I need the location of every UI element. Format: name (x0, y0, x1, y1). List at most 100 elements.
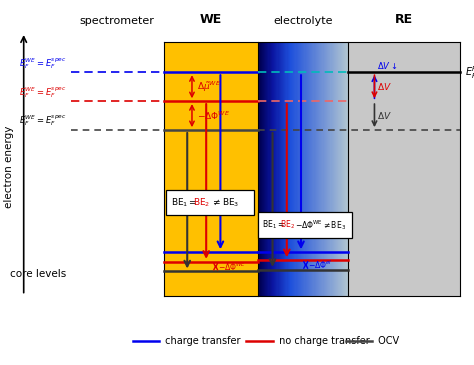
Bar (272, 42, 273, 296)
Bar (302, 42, 304, 296)
Bar (280, 42, 282, 296)
Text: electron energy: electron energy (4, 126, 15, 208)
Bar (292, 42, 294, 296)
Bar (298, 42, 300, 296)
Bar (348, 42, 460, 296)
Bar (326, 42, 328, 296)
FancyBboxPatch shape (258, 212, 352, 238)
Bar (318, 42, 319, 296)
Bar (325, 42, 326, 296)
Text: $\mathrm{BE_2}$: $\mathrm{BE_2}$ (280, 219, 295, 231)
Text: $\mathrm{BE_1=}$: $\mathrm{BE_1=}$ (262, 219, 285, 231)
Bar (330, 42, 332, 296)
Text: $\mathrm{\neq BE_3}$: $\mathrm{\neq BE_3}$ (211, 196, 239, 209)
Text: $\mathrm{BE_2}$: $\mathrm{BE_2}$ (193, 196, 211, 209)
Bar (301, 42, 303, 296)
Bar (327, 42, 328, 296)
FancyBboxPatch shape (166, 189, 254, 215)
Bar (263, 42, 264, 296)
Bar (284, 42, 286, 296)
Text: $E_F^{WE}=E_F^{spec}$: $E_F^{WE}=E_F^{spec}$ (19, 56, 66, 71)
Bar (258, 42, 260, 296)
Bar (339, 42, 341, 296)
Bar (275, 42, 277, 296)
Text: electrolyte: electrolyte (273, 16, 333, 26)
Text: charge transfer: charge transfer (162, 336, 241, 346)
Bar (321, 42, 323, 296)
Bar (347, 42, 349, 296)
Bar (261, 42, 262, 296)
Bar (336, 42, 337, 296)
Bar (317, 42, 319, 296)
Bar (334, 42, 336, 296)
Bar (273, 42, 274, 296)
Bar (283, 42, 285, 296)
Bar (338, 42, 340, 296)
Bar (294, 42, 296, 296)
Bar (286, 42, 288, 296)
Text: $\Delta V$: $\Delta V$ (377, 110, 392, 121)
Bar (310, 42, 312, 296)
Bar (297, 42, 298, 296)
Text: $\mathrm{BE_1=}$: $\mathrm{BE_1=}$ (171, 196, 197, 209)
Bar (304, 42, 306, 296)
Bar (311, 42, 313, 296)
Bar (270, 42, 271, 296)
Bar (282, 42, 283, 296)
Bar (308, 42, 310, 296)
Bar (274, 42, 276, 296)
Bar (307, 42, 308, 296)
Bar (316, 42, 318, 296)
Text: no charge transfer: no charge transfer (276, 336, 370, 346)
Bar (333, 42, 334, 296)
Text: spectrometer: spectrometer (80, 16, 155, 26)
Bar (279, 42, 280, 296)
Bar (340, 42, 342, 296)
Text: $-\Delta\Phi^{WE}$: $-\Delta\Phi^{WE}$ (197, 110, 230, 122)
Bar (313, 42, 315, 296)
Bar (303, 42, 305, 296)
Bar (331, 42, 333, 296)
Text: $\Delta\tilde{\mu}^{WE}$: $\Delta\tilde{\mu}^{WE}$ (197, 80, 221, 94)
Bar (164, 42, 258, 296)
Bar (281, 42, 283, 296)
Text: $\mathrm{-\Delta\Phi^{WE}\neq BE_3}$: $\mathrm{-\Delta\Phi^{WE}\neq BE_3}$ (295, 218, 346, 232)
Bar (266, 42, 268, 296)
Bar (343, 42, 344, 296)
Text: WE: WE (200, 13, 222, 26)
Text: $\Delta V\downarrow$: $\Delta V\downarrow$ (377, 59, 397, 71)
Bar (271, 42, 272, 296)
Bar (320, 42, 322, 296)
Bar (300, 42, 301, 296)
Bar (312, 42, 314, 296)
Bar (346, 42, 348, 296)
Bar (289, 42, 290, 296)
Bar (335, 42, 337, 296)
Bar (345, 42, 346, 296)
Bar (295, 42, 297, 296)
Text: RE: RE (395, 13, 413, 26)
Text: $E_F^{RE}$: $E_F^{RE}$ (465, 64, 474, 81)
Text: $-\Delta\Phi^{WE}$: $-\Delta\Phi^{WE}$ (218, 260, 246, 273)
Bar (306, 42, 307, 296)
Bar (277, 42, 279, 296)
Text: $\Delta V$: $\Delta V$ (377, 81, 392, 92)
Bar (344, 42, 346, 296)
Bar (329, 42, 331, 296)
Bar (265, 42, 267, 296)
Bar (315, 42, 316, 296)
Bar (328, 42, 330, 296)
Bar (267, 42, 269, 296)
Bar (268, 42, 270, 296)
Bar (262, 42, 264, 296)
Bar (322, 42, 324, 296)
Bar (285, 42, 287, 296)
Bar (291, 42, 292, 296)
Bar (324, 42, 325, 296)
Bar (288, 42, 289, 296)
Bar (259, 42, 261, 296)
Text: OCV: OCV (375, 336, 400, 346)
Bar (276, 42, 278, 296)
Text: $E_F^{WE}=E_F^{spec}$: $E_F^{WE}=E_F^{spec}$ (19, 114, 66, 128)
Bar (319, 42, 321, 296)
